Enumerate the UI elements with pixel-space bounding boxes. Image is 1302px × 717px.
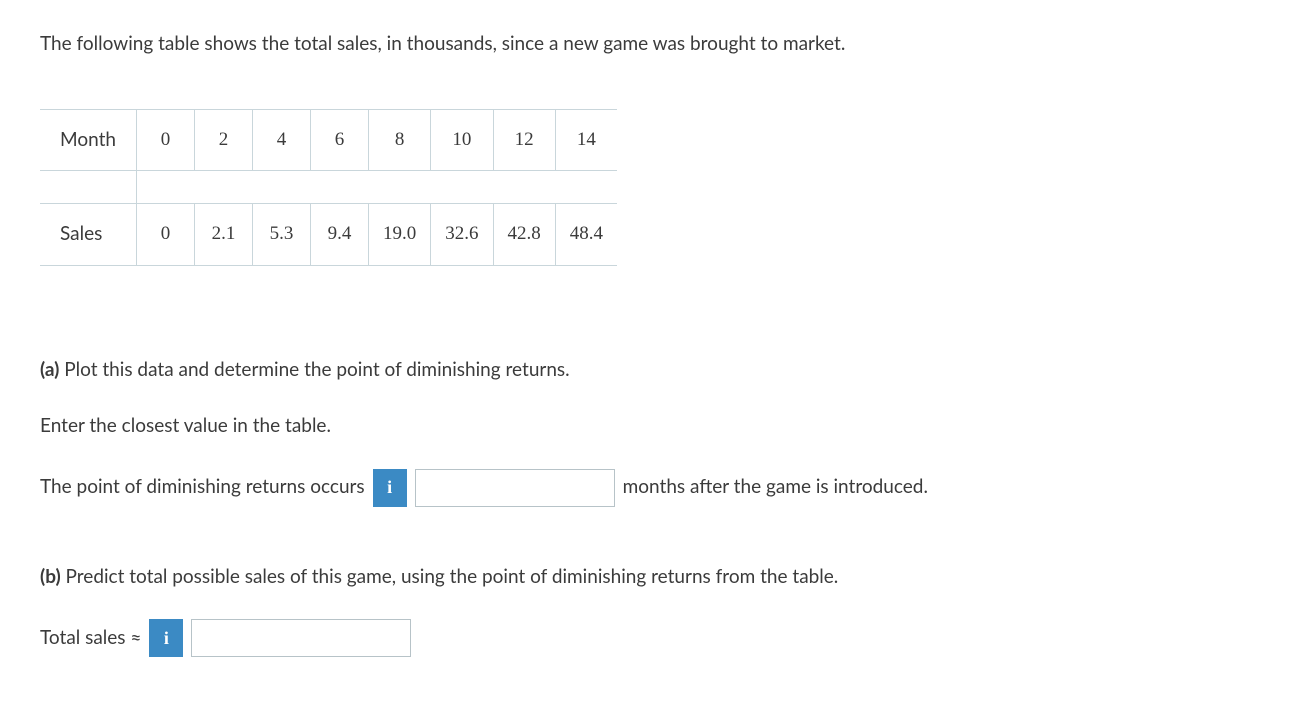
table-cell: 48.4 [555, 204, 617, 266]
table-cell: 10 [431, 109, 493, 171]
part-a: (a) Plot this data and determine the poi… [40, 356, 1262, 507]
part-b-label: (b) [40, 565, 61, 588]
row-label-month: Month [40, 109, 137, 171]
part-a-label: (a) [40, 358, 59, 381]
table-spacer [40, 171, 617, 204]
table-cell: 2.1 [195, 204, 253, 266]
part-a-answer-prefix: The point of diminishing returns occurs [40, 473, 365, 502]
part-b-prompt-text: Predict total possible sales of this gam… [61, 565, 839, 588]
table-cell: 32.6 [431, 204, 493, 266]
table-row: Month 0 2 4 6 8 10 12 14 [40, 109, 617, 171]
part-b-input[interactable] [191, 619, 411, 657]
part-a-subprompt: Enter the closest value in the table. [40, 412, 1262, 441]
part-b: (b) Predict total possible sales of this… [40, 563, 1262, 658]
table-cell: 14 [555, 109, 617, 171]
info-icon[interactable]: i [373, 469, 407, 507]
table-cell: 0 [137, 109, 195, 171]
table-cell: 6 [311, 109, 369, 171]
part-a-prompt-text: Plot this data and determine the point o… [59, 358, 569, 381]
table-cell: 4 [253, 109, 311, 171]
info-icon[interactable]: i [149, 619, 183, 657]
table-cell: 0 [137, 204, 195, 266]
table-cell: 19.0 [369, 204, 431, 266]
table-cell: 5.3 [253, 204, 311, 266]
intro-text: The following table shows the total sale… [40, 30, 1262, 59]
data-table: Month 0 2 4 6 8 10 12 14 Sales 0 2.1 5.3… [40, 109, 617, 266]
part-b-answer-prefix: Total sales ≈ [40, 624, 141, 653]
table-cell: 12 [493, 109, 555, 171]
table-cell: 2 [195, 109, 253, 171]
part-b-answer-line: Total sales ≈ i [40, 619, 1262, 657]
table-cell: 9.4 [311, 204, 369, 266]
part-a-input[interactable] [415, 469, 615, 507]
part-a-answer-suffix: months after the game is introduced. [623, 473, 928, 502]
table-cell: 42.8 [493, 204, 555, 266]
table-row: Sales 0 2.1 5.3 9.4 19.0 32.6 42.8 48.4 [40, 204, 617, 266]
table-cell: 8 [369, 109, 431, 171]
part-b-prompt: (b) Predict total possible sales of this… [40, 563, 1262, 592]
part-a-prompt: (a) Plot this data and determine the poi… [40, 356, 1262, 385]
part-a-answer-line: The point of diminishing returns occurs … [40, 469, 1262, 507]
row-label-sales: Sales [40, 204, 137, 266]
